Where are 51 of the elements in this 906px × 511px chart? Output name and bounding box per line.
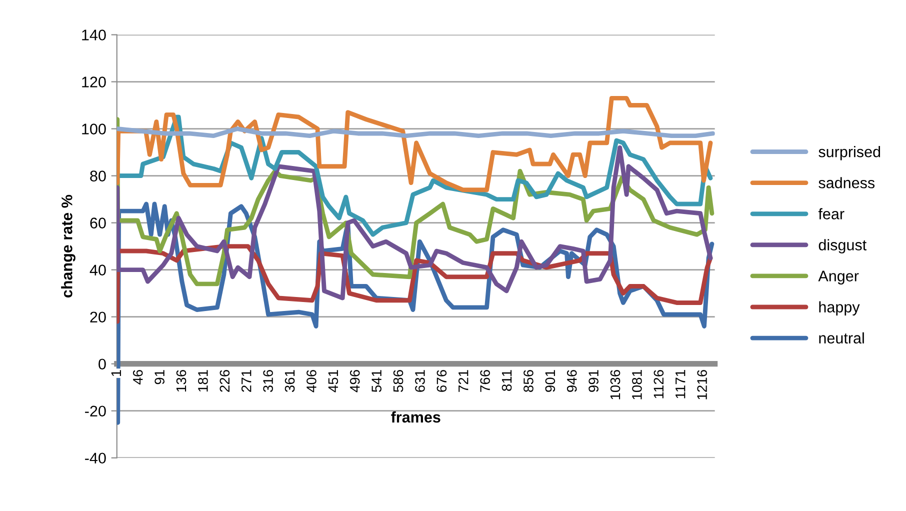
y-tick-label: -20 [85,406,106,417]
x-axis-title: frames [391,411,440,423]
x-tick-label: 1171 [676,370,686,398]
x-tick-label: 1 [111,370,121,376]
legend-label: Anger [818,270,859,284]
legend-label: surprised [818,146,880,160]
x-tick-label: 46 [132,370,143,385]
x-tick-label: 811 [502,370,512,391]
y-tick-label: 60 [90,218,106,228]
x-tick-label: 181 [198,370,208,392]
y-tick-label: 120 [82,76,106,88]
x-tick-label: 991 [588,370,598,392]
y-tick-label: 40 [90,264,106,276]
legend-label: sadness [818,177,875,188]
x-tick-label: 676 [436,370,447,392]
x-tick-label: 586 [393,370,404,392]
y-tick-label: 20 [90,312,106,323]
line-series [116,145,713,300]
y-tick-label: 100 [82,124,106,134]
x-tick-label: 91 [154,370,164,384]
y-tick-label: 80 [90,170,106,182]
x-tick-label: 541 [372,370,382,392]
y-tick-label: 0 [98,358,106,370]
line-series [116,96,713,192]
y-axis-title: change rate % [61,194,76,298]
x-tick-label: 856 [524,370,534,392]
x-tick-label: 946 [566,370,577,392]
x-tick-label: 631 [415,370,425,392]
line-series [116,126,715,138]
legend-label: disgust [818,239,866,254]
y-tick-label: -40 [85,452,106,464]
line-series [116,114,713,237]
x-tick-label: 451 [328,370,338,392]
y-tick-label: 140 [82,30,106,40]
legend-label: fear [818,208,844,220]
x-tick-label: 226 [220,370,230,392]
x-tick-label: 316 [263,370,273,392]
x-tick-label: 361 [284,370,295,392]
legend-label: neutral [819,332,864,344]
x-tick-label: 1081 [632,370,642,400]
x-tick-label: 1126 [654,370,664,398]
x-tick-label: 766 [480,370,490,392]
x-tick-label: 901 [545,370,556,392]
x-tick-label: 406 [306,370,316,392]
x-tick-label: 496 [350,370,360,392]
x-tick-label: 271 [241,370,252,392]
x-tick-label: 1216 [697,370,707,400]
legend-label: happy [819,301,860,316]
x-tick-label: 136 [176,370,186,392]
x-tick-label: 721 [458,370,468,392]
x-tick-label: 1036 [610,370,620,400]
